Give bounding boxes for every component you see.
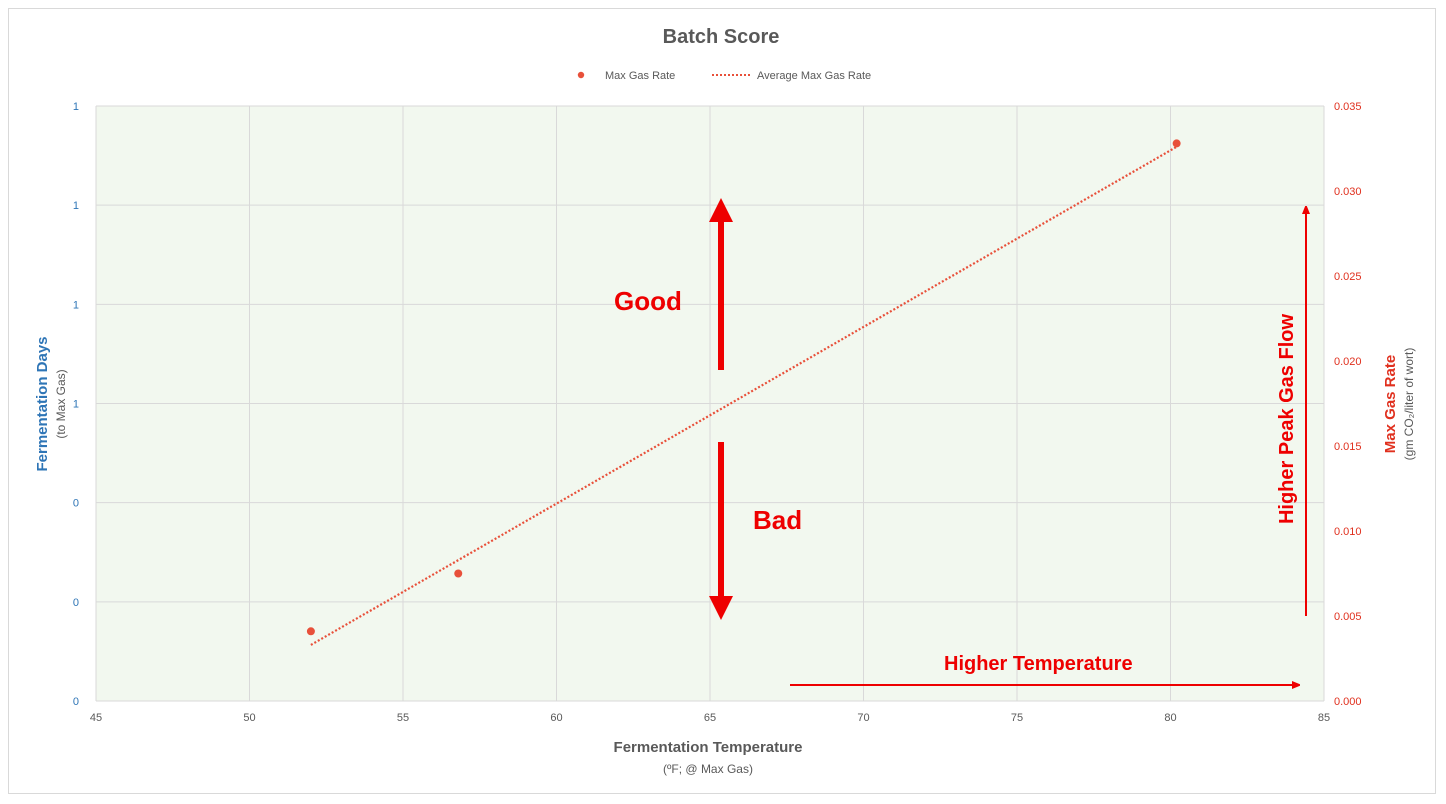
right-tick-label: 0.025 bbox=[1334, 271, 1362, 283]
right-tick-label: 0.030 bbox=[1334, 186, 1362, 198]
right-tick-label: 0.020 bbox=[1334, 356, 1362, 368]
right-axis-title: Max Gas Rate (gm CO₂/liter of wort) bbox=[1382, 348, 1416, 461]
left-axis-sublabel: (to Max Gas) bbox=[54, 369, 68, 438]
bad-label: Bad bbox=[753, 505, 802, 535]
left-tick-label: 0 bbox=[73, 597, 79, 609]
good-label: Good bbox=[614, 286, 682, 316]
data-point-max-gas-rate bbox=[306, 627, 315, 636]
x-tick-label: 50 bbox=[243, 712, 255, 724]
x-axis-ticks: 45 50 55 60 65 70 75 80 85 bbox=[90, 712, 1330, 724]
legend-label-max-gas-rate: Max Gas Rate bbox=[605, 70, 675, 82]
x-tick-label: 80 bbox=[1164, 712, 1176, 724]
left-axis-title: Fermentation Days (to Max Gas) bbox=[34, 336, 68, 471]
chart-title: Batch Score bbox=[663, 26, 780, 48]
trendline-group bbox=[310, 145, 1178, 646]
left-tick-label: 1 bbox=[73, 101, 79, 113]
x-axis-label: Fermentation Temperature bbox=[614, 739, 803, 756]
left-axis-ticks: 1 1 1 1 0 0 0 bbox=[73, 101, 79, 708]
right-tick-label: 0.000 bbox=[1334, 696, 1362, 708]
x-axis-title: Fermentation Temperature (ºF; @ Max Gas) bbox=[614, 739, 803, 776]
left-tick-label: 1 bbox=[73, 299, 79, 311]
left-tick-label: 1 bbox=[73, 399, 79, 411]
legend: Max Gas Rate Average Max Gas Rate bbox=[577, 70, 871, 82]
x-tick-label: 45 bbox=[90, 712, 102, 724]
right-axis-label: Max Gas Rate bbox=[1382, 355, 1399, 453]
x-tick-label: 85 bbox=[1318, 712, 1330, 724]
left-tick-label: 0 bbox=[73, 498, 79, 510]
x-tick-label: 75 bbox=[1011, 712, 1023, 724]
right-tick-label: 0.010 bbox=[1334, 526, 1362, 538]
data-point-max-gas-rate bbox=[454, 569, 463, 578]
right-axis-ticks: 0.000 0.005 0.010 0.015 0.020 0.025 0.030 0.035 bbox=[1334, 101, 1362, 708]
annotations: Good Bad Higher Temperature Higher Peak … bbox=[614, 198, 1306, 685]
x-tick-label: 55 bbox=[397, 712, 409, 724]
trendline-average-max-gas-rate bbox=[310, 145, 1178, 646]
legend-label-average-max-gas-rate: Average Max Gas Rate bbox=[757, 70, 871, 82]
x-axis-sublabel: (ºF; @ Max Gas) bbox=[663, 762, 753, 776]
left-tick-label: 1 bbox=[73, 200, 79, 212]
data-point-max-gas-rate bbox=[1172, 139, 1181, 148]
left-axis-label: Fermentation Days bbox=[34, 336, 51, 471]
higher-temperature-label: Higher Temperature bbox=[944, 653, 1133, 675]
x-tick-label: 70 bbox=[857, 712, 869, 724]
data-points bbox=[306, 139, 1181, 636]
legend-marker-max-gas-rate bbox=[577, 71, 585, 79]
x-tick-label: 65 bbox=[704, 712, 716, 724]
left-tick-label: 0 bbox=[73, 696, 79, 708]
right-axis-sublabel: (gm CO₂/liter of wort) bbox=[1402, 348, 1416, 461]
right-tick-label: 0.005 bbox=[1334, 611, 1362, 623]
higher-peak-gas-flow-label: Higher Peak Gas Flow bbox=[1276, 314, 1298, 525]
right-tick-label: 0.035 bbox=[1334, 101, 1362, 113]
x-tick-label: 60 bbox=[550, 712, 562, 724]
right-tick-label: 0.015 bbox=[1334, 441, 1362, 453]
